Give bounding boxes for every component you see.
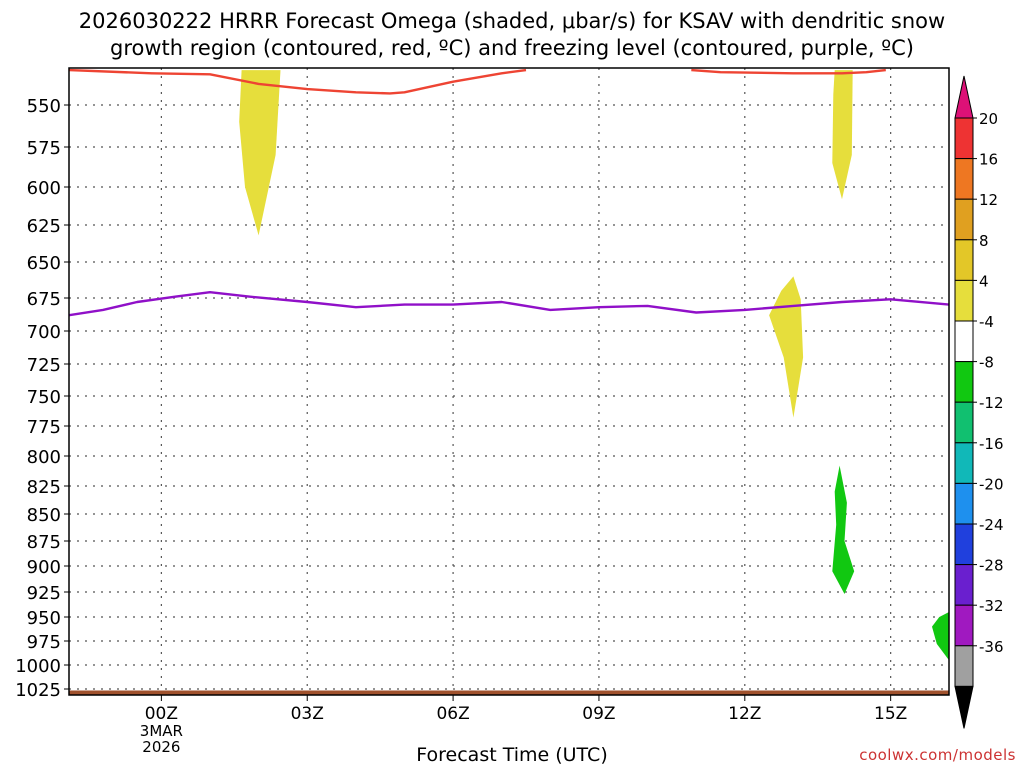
plot-background bbox=[69, 68, 949, 695]
chart-title-line-2: growth region (contoured, red, ºC) and f… bbox=[110, 36, 914, 60]
colorbar-band-1 bbox=[954, 117, 974, 160]
omega-region-4 bbox=[832, 465, 855, 594]
colorbar-label: 12 bbox=[979, 191, 998, 209]
y-tick-label: 950 bbox=[27, 608, 61, 629]
y-tick-label: 750 bbox=[27, 387, 61, 408]
colorbar: 20 16 12 8 4 -4 -8 -12 -16 -20 -24 -28 -32 -36 bbox=[954, 75, 1004, 729]
plot-area bbox=[69, 68, 949, 695]
colorbar-label: -16 bbox=[979, 435, 1004, 453]
x-tick-label: 09Z bbox=[582, 704, 615, 724]
colorbar-label: -12 bbox=[979, 394, 1004, 412]
colorbar-band-14 bbox=[954, 645, 974, 687]
colorbar-top-arrow bbox=[954, 75, 974, 119]
date-label-year: 2026 bbox=[142, 738, 181, 756]
dendritic-growth-contour-left bbox=[69, 68, 527, 95]
colorbar-label: -8 bbox=[979, 354, 994, 372]
colorbar-band-12 bbox=[954, 564, 974, 606]
colorbar-band-5 bbox=[954, 279, 974, 322]
contour-lines bbox=[69, 68, 949, 317]
colorbar-label: 20 bbox=[979, 110, 998, 128]
colorbar-band-9 bbox=[954, 442, 974, 484]
y-tick-label: 575 bbox=[27, 138, 61, 159]
colorbar-label: 4 bbox=[979, 272, 989, 290]
y-tick-label: 850 bbox=[27, 505, 61, 526]
colorbar-band-7 bbox=[954, 361, 974, 403]
plot-border bbox=[68, 67, 950, 696]
y-tick-label: 550 bbox=[27, 96, 61, 117]
colorbar-label: 16 bbox=[979, 151, 998, 169]
colorbar-band-4 bbox=[954, 239, 974, 281]
omega-shading bbox=[69, 70, 949, 695]
x-tick-label: 00Z bbox=[145, 704, 178, 724]
freezing-level-contour bbox=[69, 291, 949, 317]
watermark: coolwx.com/models bbox=[859, 746, 1016, 764]
chart-title: 2026030222 HRRR Forecast Omega (shaded, … bbox=[0, 8, 1024, 62]
y-tick-label: 700 bbox=[27, 322, 61, 343]
colorbar-label: -28 bbox=[979, 557, 1004, 575]
colorbar-label: -20 bbox=[979, 475, 1004, 493]
x-tick-label: 12Z bbox=[728, 704, 761, 724]
x-tick-label: 03Z bbox=[291, 704, 324, 724]
y-tick-label: 675 bbox=[27, 289, 61, 310]
colorbar-bottom-arrow bbox=[954, 685, 974, 729]
y-tick-label: 650 bbox=[27, 253, 61, 274]
y-tick-label: 875 bbox=[27, 532, 61, 553]
x-axis-label: Forecast Time (UTC) bbox=[416, 744, 608, 766]
colorbar-label: 8 bbox=[979, 232, 989, 250]
colorbar-band-2 bbox=[954, 158, 974, 200]
omega-region-2 bbox=[832, 70, 853, 200]
colorbar-label: -4 bbox=[979, 313, 994, 331]
y-tick-label: 775 bbox=[27, 417, 61, 438]
y-tick-label: 800 bbox=[27, 447, 61, 468]
dendritic-growth-contour-right bbox=[691, 68, 886, 75]
colorbar-band-3 bbox=[954, 198, 974, 241]
omega-region-3 bbox=[769, 276, 804, 418]
y-tick-label: 1000 bbox=[15, 656, 61, 677]
colorbar-label: -36 bbox=[979, 638, 1004, 656]
y-axis: 550 575 600 625 650 675 700 725 750 775 800 825 850 8… bbox=[15, 96, 69, 701]
omega-region-5 bbox=[932, 612, 949, 661]
date-label-day: 3MAR bbox=[139, 722, 183, 740]
colorbar-band-13 bbox=[954, 604, 974, 647]
colorbar-band-11 bbox=[954, 523, 974, 566]
y-tick-label: 625 bbox=[27, 216, 61, 237]
grid-lines bbox=[69, 68, 949, 695]
y-tick-label: 900 bbox=[27, 557, 61, 578]
x-tick-label: 15Z bbox=[874, 704, 907, 724]
y-tick-label: 825 bbox=[27, 477, 61, 498]
ground-band bbox=[69, 690, 949, 695]
x-axis: 00Z 03Z 06Z 09Z 12Z 15Z bbox=[145, 695, 907, 724]
y-tick-label: 725 bbox=[27, 355, 61, 376]
omega-region-1 bbox=[239, 70, 281, 236]
y-tick-label: 600 bbox=[27, 178, 61, 199]
colorbar-band-10 bbox=[954, 482, 974, 525]
chart-title-line-1: 2026030222 HRRR Forecast Omega (shaded, … bbox=[78, 9, 946, 33]
y-tick-label: 925 bbox=[27, 583, 61, 604]
colorbar-band-6 bbox=[954, 320, 974, 363]
x-tick-label: 06Z bbox=[436, 704, 469, 724]
y-tick-label: 975 bbox=[27, 632, 61, 653]
y-tick-label: 1025 bbox=[15, 680, 61, 701]
colorbar-band-8 bbox=[954, 401, 974, 444]
colorbar-label: -32 bbox=[979, 597, 1004, 615]
colorbar-label: -24 bbox=[979, 516, 1004, 534]
plot-frame bbox=[68, 67, 950, 696]
